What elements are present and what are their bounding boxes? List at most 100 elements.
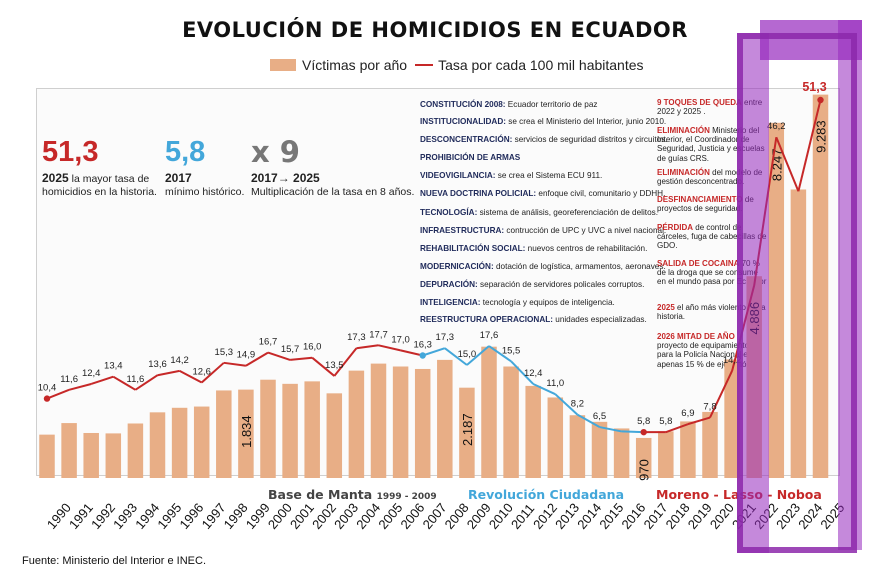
rate-label-1995: 13,6: [148, 359, 167, 370]
event-note: 2025 el año más violento de la historia.: [657, 303, 767, 321]
rate-label-2019: 6,9: [681, 408, 694, 419]
policy-note: DEPURACIÓN: separación de servidores pol…: [420, 280, 644, 290]
policy-note: TECNOLOGÍA: sistema de análisis, georefe…: [420, 208, 658, 218]
rate-line-segment: [134, 374, 159, 391]
bar-value-label: 1.834: [239, 415, 254, 448]
rate-line-segment: [245, 351, 269, 367]
rate-label-2008: 17,3: [436, 332, 455, 343]
policy-note: REESTRUCTURA OPERACIONAL: unidades espec…: [420, 315, 647, 325]
rate-label-1998: 15,3: [215, 347, 234, 358]
policy-note: PROHIBICIÓN DE ARMAS: [420, 153, 520, 163]
rate-line-segment: [797, 99, 822, 192]
bar-1997: [193, 406, 210, 478]
event-note-text: el año más violento de la historia.: [657, 303, 766, 322]
legend-line-label: Tasa por cada 100 mil habitantes: [438, 57, 644, 73]
x-tick-label: 1996: [176, 500, 206, 532]
stat-min-value: 5,8: [165, 136, 206, 168]
bar-2013: [547, 397, 564, 478]
policy-note: DESCONCENTRACIÓN: servicios de seguridad…: [420, 135, 668, 145]
event-note-head: PÉRDIDA: [657, 223, 694, 232]
policy-note: REHABILITACIÓN SOCIAL: nuevos centros de…: [420, 244, 647, 254]
x-tick-label: 1990: [44, 500, 74, 532]
policy-note-text: se crea el Ministerio del Interior, juni…: [505, 117, 667, 126]
rate-point-1990: [43, 395, 51, 402]
source-note: Fuente: Ministerio del Interior e INEC.: [22, 555, 207, 567]
bar-2020: [702, 411, 718, 478]
rate-line-segment: [621, 430, 644, 434]
policy-note: VIDEOVIGILANCIA: se crea el Sistema ECU …: [420, 171, 602, 181]
bar-2003: [326, 393, 343, 478]
rate-line-segment: [599, 426, 622, 433]
bar-2000: [260, 379, 276, 478]
policy-note-text: enfoque civil, comunitario y DDHH.: [536, 189, 666, 198]
x-tick-label: 2005: [375, 500, 405, 532]
event-note-text: proyecto de equipamiento para la Policía…: [657, 341, 754, 369]
rate-line-segment: [554, 393, 579, 416]
rate-line-segment: [356, 344, 379, 350]
policy-note-head: REHABILITACIÓN SOCIAL:: [420, 244, 526, 253]
policy-note-head: DEPURACIÓN:: [420, 280, 478, 289]
x-tick-label: 1999: [243, 500, 273, 532]
x-tick-label: 1993: [110, 500, 140, 532]
bar-1999: [238, 389, 254, 478]
policy-note: NUEVA DOCTRINA POLICIAL: enfoque civil, …: [420, 189, 665, 199]
bar-2010: [481, 346, 497, 478]
event-note-head: ELIMINACIÓN: [657, 168, 710, 177]
rate-label-2018: 5,8: [659, 416, 672, 427]
event-note-head: 2026 MITAD DE AÑO: [657, 332, 735, 341]
bar-1994: [127, 423, 144, 478]
rate-line-segment: [333, 347, 358, 377]
x-tick-label: 2012: [530, 500, 560, 532]
rate-label-1994: 11,6: [127, 374, 145, 385]
stat-min-text: mínimo histórico.: [165, 186, 245, 198]
bar-2019: [680, 421, 696, 478]
x-tick-label: 2017: [641, 500, 671, 532]
policy-note-text: separación de servidores policales corru…: [477, 280, 645, 289]
bar-2007: [414, 368, 431, 478]
rate-line-segment: [112, 375, 136, 391]
x-tick-label: 1991: [66, 500, 96, 532]
rate-label-2005: 17,7: [369, 329, 388, 340]
rate-point-2007: [419, 352, 426, 359]
rate-line-segment: [466, 345, 490, 366]
highlight-marker-right: [838, 20, 862, 550]
bar-2017: [635, 437, 652, 478]
rate-label-1990: 10,4: [38, 383, 57, 394]
rate-label-2020: 7,8: [703, 402, 716, 413]
bar-1991: [61, 423, 77, 478]
stat-min: 5,8 2017 mínimo histórico.: [165, 136, 250, 199]
rate-label-1992: 12,4: [82, 368, 101, 379]
policy-note-head: PROHIBICIÓN DE ARMAS: [420, 153, 521, 162]
rate-label-2004: 17,3: [347, 332, 366, 343]
rate-line-segment: [532, 383, 556, 396]
rate-line-segment: [267, 351, 291, 361]
bar-2001: [282, 383, 298, 478]
bar-1996: [171, 407, 188, 478]
x-tick-label: 2019: [685, 500, 715, 532]
x-tick-label: 2018: [663, 500, 693, 532]
stat-mult-value: x 9: [251, 135, 300, 169]
policy-note-head: TECNOLOGÍA:: [420, 208, 478, 217]
bar-2011: [503, 366, 519, 478]
stat-mult-text: Multiplicación de la tasa en 8 años.: [251, 186, 415, 198]
rate-label-2010: 17,6: [480, 330, 499, 341]
stat-max-text: la mayor tasa de homicidios en la histor…: [42, 173, 157, 198]
bar-value-label: 970: [637, 459, 652, 481]
policy-note-head: MODERNICACIÓN:: [420, 262, 494, 271]
rate-line-segment: [444, 347, 468, 366]
policy-note-head: NUEVA DOCTRINA POLICIAL:: [420, 189, 537, 198]
stat-max-year: 2025: [42, 171, 69, 185]
policy-note: CONSTITUCIÓN 2008: Ecuador territorio de…: [420, 100, 597, 110]
bar-1993: [105, 433, 122, 478]
rate-label-1993: 13,4: [104, 361, 123, 372]
rate-line-segment: [90, 375, 114, 385]
x-tick-label: 1994: [132, 500, 162, 532]
x-tick-label: 1992: [88, 500, 118, 532]
policy-note-head: INFRAESTRUCTURA:: [420, 226, 505, 235]
bar-2018: [658, 431, 674, 478]
rate-line-segment: [400, 349, 423, 357]
policy-note: INSTITUCIONALIDAD: se crea el Ministerio…: [420, 117, 666, 127]
policy-note-head: REESTRUCTURA OPERACIONAL:: [420, 315, 553, 324]
rate-label-2001: 15,7: [281, 344, 300, 355]
